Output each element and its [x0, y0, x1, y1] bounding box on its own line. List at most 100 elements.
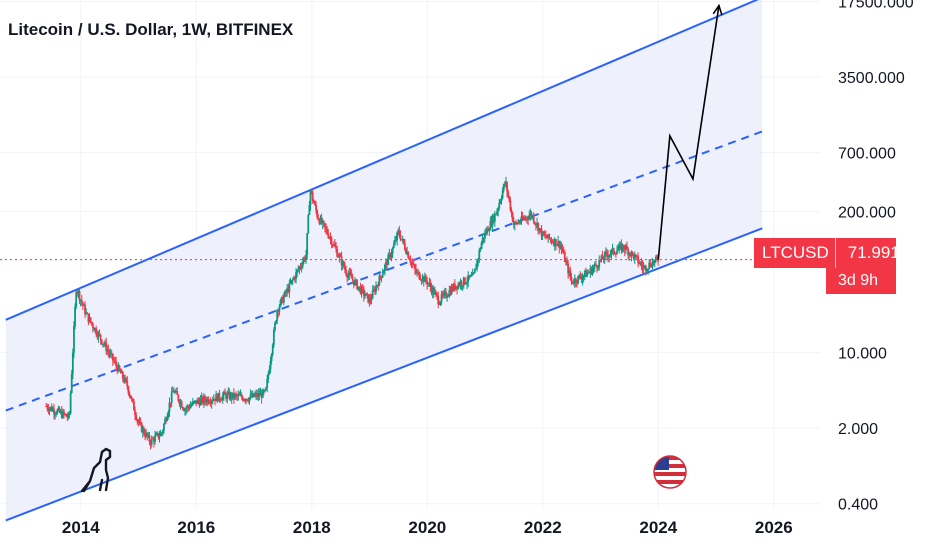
candle-body: [177, 395, 180, 401]
price-badge[interactable]: LTCUSD 71.991: [754, 238, 900, 268]
candle-body: [134, 410, 136, 415]
candle-body: [526, 217, 528, 219]
candle-body: [657, 258, 659, 262]
candle-body: [96, 334, 99, 338]
candle-body: [648, 262, 651, 269]
candle-body: [541, 231, 544, 237]
candle-body: [114, 361, 116, 363]
candle-body: [275, 320, 277, 324]
candle-body: [467, 275, 470, 282]
candle-body: [530, 212, 533, 217]
candle-body: [281, 297, 284, 303]
candle-body: [119, 370, 122, 374]
candle-body: [95, 328, 98, 335]
candlestick-series[interactable]: [45, 176, 659, 450]
candle-body: [304, 257, 306, 260]
projection-path: [657, 3, 723, 260]
candle-body: [229, 393, 232, 399]
candle-body: [350, 274, 353, 279]
candle-body: [344, 266, 346, 270]
candle-body: [656, 256, 658, 259]
candle-body: [636, 255, 638, 257]
candle-body: [255, 393, 257, 395]
candle-body: [382, 270, 385, 274]
candle-body: [288, 282, 291, 292]
candle-body: [340, 256, 343, 266]
candle-body: [106, 349, 109, 352]
candle-body: [113, 360, 115, 362]
candle-body: [590, 268, 593, 274]
candle-body: [629, 252, 632, 256]
candle-body: [327, 233, 330, 238]
candle-body: [157, 433, 160, 438]
x-tick-label: 2018: [293, 518, 331, 537]
candle-body: [322, 220, 325, 224]
candle-body: [397, 230, 400, 233]
candle-body: [326, 228, 329, 234]
candle-body: [415, 268, 417, 273]
candle-body: [388, 253, 391, 256]
candle-body: [594, 263, 597, 266]
candle-body: [614, 253, 617, 255]
candle-body: [166, 416, 169, 421]
candle-body: [126, 380, 129, 387]
candle-body: [208, 402, 211, 404]
candle-body: [67, 413, 70, 418]
candle-body: [297, 269, 300, 271]
candle-body: [73, 326, 75, 353]
candle-body: [486, 228, 488, 234]
candle-body: [298, 266, 301, 270]
candle-body: [205, 400, 208, 403]
candle-body: [242, 399, 245, 401]
candle-body: [165, 419, 168, 421]
candle-body: [341, 261, 344, 266]
candle-body: [272, 330, 275, 345]
candle-body: [111, 353, 114, 361]
candle-body: [48, 408, 51, 411]
candle-body: [576, 282, 578, 284]
candle-body: [334, 244, 336, 247]
candle-body: [610, 249, 613, 254]
candle-body: [68, 413, 71, 415]
candle-body: [367, 294, 370, 303]
candle-body: [559, 245, 562, 248]
candle-body: [139, 421, 142, 424]
candle-body: [251, 393, 254, 397]
candle-body: [563, 252, 566, 262]
projection-line: [657, 5, 720, 260]
candle-body: [88, 317, 91, 322]
candle-body: [197, 399, 200, 402]
candle-body: [262, 390, 265, 392]
candle-body: [261, 390, 264, 398]
candle-body: [131, 398, 134, 402]
candle-body: [488, 229, 491, 232]
x-tick-label: 2026: [755, 518, 793, 537]
candle-body: [285, 291, 287, 293]
candle-body: [183, 408, 185, 411]
candle-body: [396, 232, 399, 241]
candle-body: [622, 244, 625, 249]
candle-body: [379, 275, 382, 277]
candle-body: [624, 245, 627, 251]
candle-body: [463, 277, 466, 284]
candle-body: [522, 217, 525, 219]
candle-body: [392, 244, 395, 249]
candle-body: [249, 394, 252, 398]
candle-body: [401, 238, 404, 240]
candle-body: [409, 259, 412, 263]
candle-body: [438, 303, 441, 305]
bar-countdown-label: 3d 9h: [826, 268, 896, 294]
candle-body: [305, 254, 307, 260]
candle-body: [219, 399, 222, 401]
candle-body: [308, 205, 311, 215]
candle-body: [612, 248, 615, 254]
candle-body: [437, 295, 440, 304]
candle-body: [237, 394, 240, 397]
candle-body: [312, 200, 315, 204]
candle-body: [247, 400, 250, 402]
candle-body: [573, 278, 576, 284]
candle-body: [356, 280, 359, 290]
candle-body: [324, 223, 326, 228]
candle-body: [450, 286, 453, 295]
